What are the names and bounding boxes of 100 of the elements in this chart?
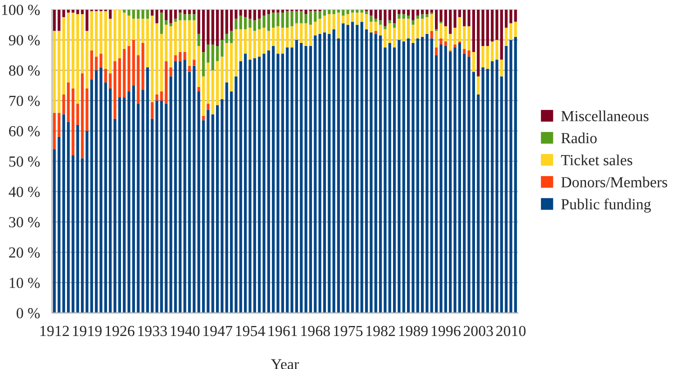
bar — [188, 66, 191, 72]
y-tick-label: 70 % — [9, 96, 40, 106]
bar — [262, 16, 266, 28]
bar — [454, 44, 456, 48]
legend-label: Miscellaneous — [561, 110, 648, 122]
y-tick-label: 90 % — [8, 35, 40, 46]
bar — [86, 130, 88, 313]
bar — [239, 16, 242, 30]
bar — [62, 17, 66, 95]
bar — [430, 14, 434, 31]
bar — [100, 54, 102, 68]
bar — [225, 42, 228, 82]
bar — [169, 67, 172, 76]
bar — [174, 10, 177, 19]
bar — [370, 16, 373, 22]
bar — [136, 18, 140, 56]
bar — [160, 12, 163, 34]
y-tick-label: 80 % — [9, 65, 40, 76]
bar — [300, 23, 303, 43]
y-tick-label: 40 % — [8, 186, 40, 198]
bar — [122, 12, 126, 50]
bar — [393, 23, 396, 28]
bar — [374, 22, 378, 31]
bar — [468, 26, 470, 51]
bar — [440, 44, 442, 313]
bar — [351, 12, 354, 22]
bar — [108, 18, 112, 74]
bar — [76, 104, 80, 125]
x-tick-label: 1961 — [268, 326, 297, 336]
bar — [258, 18, 261, 30]
x-tick-label: 1968 — [301, 326, 330, 336]
bar — [150, 16, 154, 102]
y-tick-label: 10 % — [10, 278, 40, 288]
bar — [211, 44, 214, 70]
bar — [267, 14, 270, 31]
legend-label: Donors/Members — [561, 176, 668, 188]
bar — [314, 22, 317, 36]
bar — [86, 10, 88, 31]
bar — [440, 23, 442, 38]
x-tick-label: 1933 — [138, 326, 167, 336]
x-tick-label: 1912 — [40, 326, 69, 336]
y-tick-label: 0 % — [16, 308, 40, 318]
y-tick-label: 60 % — [9, 126, 40, 136]
bar — [356, 12, 359, 25]
x-tick-label: 1919 — [73, 326, 102, 336]
x-tick-label: 1982 — [366, 326, 395, 336]
bar — [174, 61, 177, 313]
legend-label: Radio — [561, 132, 597, 144]
bar — [234, 18, 238, 30]
bar — [416, 18, 420, 38]
bar — [262, 54, 266, 313]
bar — [86, 30, 88, 88]
bar — [379, 20, 382, 25]
bar — [80, 14, 84, 74]
bar — [76, 14, 80, 104]
y-tick-label: 50 % — [9, 156, 40, 167]
bar — [398, 14, 400, 19]
bar — [468, 50, 470, 57]
x-tick-label: 1989 — [399, 326, 428, 336]
bar — [472, 52, 476, 72]
bar — [365, 11, 368, 14]
bar — [192, 60, 196, 66]
bar — [174, 55, 177, 62]
bar — [90, 11, 94, 51]
bar — [440, 10, 442, 22]
bar — [197, 46, 200, 87]
bar — [402, 18, 406, 42]
bar — [262, 10, 266, 16]
x-tick-label: 1975 — [334, 326, 363, 336]
x-tick-label: 1996 — [432, 326, 460, 336]
y-tick-label: 30 % — [9, 217, 40, 228]
x-tick-label: 1940 — [170, 326, 200, 336]
y-tick-label: 100 % — [2, 4, 40, 16]
bar — [178, 20, 182, 52]
x-tick-label: 2003 — [464, 326, 493, 336]
bar — [104, 68, 108, 82]
x-tick-label: 1947 — [203, 326, 232, 336]
bar — [388, 23, 392, 43]
bar — [94, 56, 98, 70]
bar — [150, 102, 154, 119]
legend-label: Ticket sales — [561, 154, 632, 166]
bar — [164, 20, 168, 25]
bar — [407, 16, 410, 19]
x-tick-label: 1954 — [236, 326, 266, 336]
bar — [86, 88, 88, 131]
bar — [141, 42, 144, 90]
bar — [174, 22, 177, 56]
bar — [206, 104, 210, 110]
x-axis-title: Year — [271, 359, 299, 369]
bar — [253, 20, 256, 31]
y-tick-label: 20 % — [9, 247, 40, 258]
legend-label: Public funding — [561, 198, 651, 213]
bar — [351, 22, 354, 313]
bar — [202, 116, 205, 120]
bar — [346, 14, 350, 25]
bar — [328, 14, 331, 34]
bar — [440, 38, 442, 44]
x-tick-label: 1926 — [106, 326, 134, 336]
x-tick-label: 2010 — [496, 326, 526, 336]
bar — [272, 12, 275, 28]
